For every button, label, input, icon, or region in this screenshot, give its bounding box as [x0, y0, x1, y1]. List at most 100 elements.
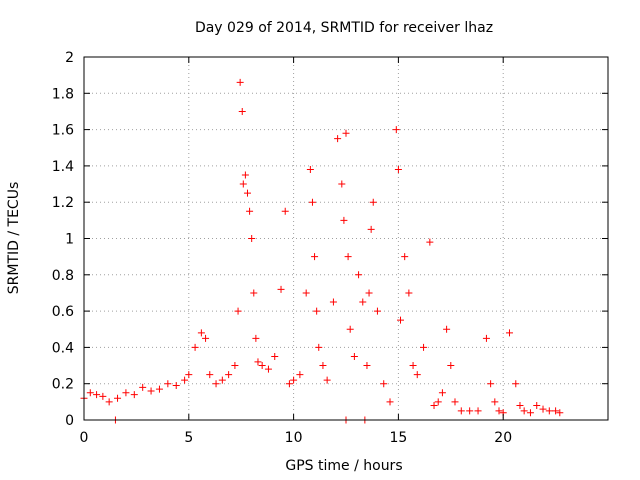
data-point: [181, 376, 189, 384]
data-point: [225, 371, 233, 379]
data-point: [451, 398, 459, 406]
data-point: [369, 198, 377, 206]
y-axis-title: SRMTID / TECUs: [6, 182, 22, 295]
data-point: [139, 383, 147, 391]
y-tick-label: 1.4: [52, 159, 74, 175]
data-point: [212, 380, 220, 388]
x-tick-label: 0: [80, 430, 89, 446]
data-point: [342, 129, 350, 137]
y-tick-label: 1: [65, 232, 74, 248]
data-point: [426, 238, 434, 246]
data-point: [373, 307, 381, 315]
data-point: [86, 389, 94, 397]
data-point: [236, 78, 244, 86]
data-point: [367, 225, 375, 233]
data-point: [516, 401, 524, 409]
data-point: [443, 325, 451, 333]
data-point: [430, 401, 438, 409]
data-point: [350, 352, 358, 360]
y-tick-label: 0.4: [52, 340, 74, 356]
data-point: [258, 362, 266, 370]
data-point: [290, 376, 298, 384]
data-point: [277, 285, 285, 293]
data-point: [231, 362, 239, 370]
data-point: [334, 135, 342, 143]
data-point: [338, 180, 346, 188]
data-point: [380, 380, 388, 388]
data-point: [392, 126, 400, 134]
data-point: [520, 407, 528, 415]
grid: [84, 57, 608, 420]
data-point: [491, 398, 499, 406]
x-tick-label: 20: [494, 430, 512, 446]
data-point: [396, 316, 404, 324]
data-point: [313, 307, 321, 315]
data-point: [359, 298, 367, 306]
data-point: [482, 334, 490, 342]
data-point: [413, 371, 421, 379]
data-point: [355, 271, 363, 279]
data-point: [155, 385, 163, 393]
data-point: [234, 307, 242, 315]
data-point: [344, 253, 352, 261]
data-point: [495, 407, 503, 415]
chart-title: Day 029 of 2014, SRMTID for receiver lha…: [195, 20, 493, 36]
data-point: [306, 166, 314, 174]
data-point: [202, 334, 210, 342]
data-point: [409, 362, 417, 370]
data-point: [545, 407, 553, 415]
data-point: [319, 362, 327, 370]
data-point: [474, 407, 482, 415]
x-axis-title: GPS time / hours: [285, 458, 402, 474]
data-point: [241, 171, 249, 179]
data-point: [239, 180, 247, 188]
data-point: [281, 207, 289, 215]
data-point: [552, 407, 560, 415]
data-point: [122, 389, 130, 397]
y-tick-label: 0.2: [52, 377, 74, 393]
data-point: [185, 371, 193, 379]
data-point: [363, 362, 371, 370]
data-point: [457, 407, 465, 415]
y-tick-label: 1.2: [52, 195, 74, 211]
data-point: [512, 380, 520, 388]
data-point: [130, 391, 138, 399]
data-point: [271, 352, 279, 360]
data-point: [420, 343, 428, 351]
data-point: [323, 376, 331, 384]
y-tick-label: 0: [65, 413, 74, 429]
x-tick-label: 5: [184, 430, 193, 446]
data-point: [302, 289, 310, 297]
data-point: [329, 298, 337, 306]
data-point: [311, 253, 319, 261]
data-point: [315, 343, 323, 351]
data-point: [285, 380, 293, 388]
data-point: [526, 409, 534, 417]
axis-ticks: [83, 56, 608, 421]
data-point: [254, 358, 262, 366]
data-point: [434, 398, 442, 406]
data-point: [466, 407, 474, 415]
data-point: [447, 362, 455, 370]
y-tick-labels: 0 0.2 0.4 0.6 0.8 1 1.2 1.4 1.6 1.8 2: [52, 50, 74, 429]
data-point: [206, 371, 214, 379]
data-point: [243, 189, 251, 197]
data-point: [197, 329, 205, 337]
data-point: [505, 329, 513, 337]
data-point: [250, 289, 258, 297]
y-tick-label: 0.6: [52, 304, 74, 320]
y-tick-label: 1.6: [52, 123, 74, 139]
y-tick-label: 1.8: [52, 86, 74, 102]
data-point: [93, 391, 101, 399]
x-tick-label: 10: [285, 430, 303, 446]
data-point: [394, 166, 402, 174]
data-point: [246, 207, 254, 215]
data-point: [99, 392, 107, 400]
data-point: [533, 401, 541, 409]
data-points: [80, 78, 564, 424]
data-point: [172, 382, 180, 390]
data-point: [365, 289, 373, 297]
data-point: [340, 216, 348, 224]
